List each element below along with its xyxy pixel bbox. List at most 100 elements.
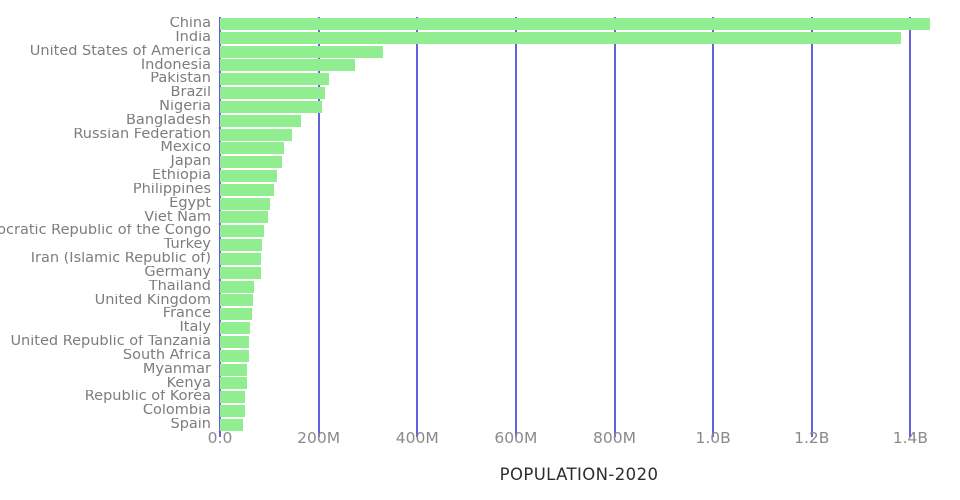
gridline <box>613 17 616 437</box>
category-label: Germany <box>144 265 211 280</box>
category-label: United Kingdom <box>94 293 211 308</box>
bar-row <box>220 86 938 100</box>
category-label: Republic of Korea <box>84 390 211 405</box>
bar-row <box>220 377 938 391</box>
bar-row <box>220 211 938 225</box>
category-label: Brazil <box>170 86 211 100</box>
y-axis-labels: China India United States of America Indone… <box>0 17 215 432</box>
category-label: Japan <box>170 155 211 170</box>
population-bar <box>220 87 325 100</box>
category-label: China <box>169 17 211 31</box>
category-label: United States of America <box>29 44 211 59</box>
x-tick-label: 400M <box>395 429 439 447</box>
x-tick-label: 600M <box>494 429 538 447</box>
bar-row <box>220 183 938 197</box>
bar-row <box>220 100 938 114</box>
bar-row <box>220 17 938 31</box>
category-label: Viet Nam <box>144 210 211 225</box>
population-bar <box>220 31 901 44</box>
bar-row <box>220 321 938 335</box>
category-label: Philippines <box>132 182 211 197</box>
bar-row <box>220 128 938 142</box>
category-label: South Africa <box>122 348 211 363</box>
population-bar <box>220 100 322 113</box>
category-label: United Republic of Tanzania <box>10 335 211 349</box>
x-axis-ticks: 0.0 200M 400M 600M 800M 1.0B 1.2B 1.4B <box>0 429 960 449</box>
population-bar <box>220 225 265 238</box>
category-label: Mexico <box>160 141 211 156</box>
x-tick-label: 1.2B <box>794 429 830 447</box>
gridline <box>416 17 419 437</box>
gridline <box>514 17 517 437</box>
population-bar <box>220 183 275 196</box>
population-bar <box>220 211 268 224</box>
population-bar <box>220 156 283 169</box>
category-label: Pakistan <box>150 72 211 87</box>
population-bar <box>220 377 247 390</box>
gridline <box>909 17 912 437</box>
population-bar <box>220 73 329 86</box>
category-label: Egypt <box>169 196 211 211</box>
population-bar <box>220 252 262 265</box>
population-bar <box>220 294 254 307</box>
population-bar <box>220 349 250 362</box>
population-bar <box>220 280 255 293</box>
population-bar <box>220 363 247 376</box>
x-axis-title: POPULATION-2020 <box>499 465 659 484</box>
category-label: France <box>162 307 211 322</box>
category-label: Colombia <box>142 404 211 419</box>
bar-row <box>220 404 938 418</box>
category-label: Nigeria <box>159 99 211 114</box>
bar-row <box>220 155 938 169</box>
population-bar <box>220 391 246 404</box>
bar-row <box>220 363 938 377</box>
population-bar <box>220 418 244 431</box>
population-bar <box>220 322 250 335</box>
bar-row <box>220 72 938 86</box>
category-label: Democratic Republic of the Congo <box>0 224 211 239</box>
category-label: Bangladesh <box>125 113 211 128</box>
bar-row <box>220 31 938 45</box>
category-label: Myanmar <box>142 362 211 377</box>
population-bar <box>220 266 262 279</box>
bar-row <box>220 280 938 294</box>
bar-row <box>220 169 938 183</box>
bar-row <box>220 45 938 59</box>
population-bar <box>220 59 355 72</box>
category-label: Turkey <box>163 238 211 253</box>
population-bar <box>220 45 384 58</box>
category-label: Russian Federation <box>73 127 211 142</box>
gridline <box>317 17 320 437</box>
category-label: Thailand <box>148 279 211 294</box>
bar-row <box>220 58 938 72</box>
gridline <box>810 17 813 437</box>
bar-row <box>220 294 938 308</box>
population-bar <box>220 239 262 252</box>
population-bar <box>220 142 284 155</box>
population-bar <box>220 405 246 418</box>
category-label: Spain <box>170 418 211 432</box>
bar-row <box>220 349 938 363</box>
plot-area <box>219 17 938 437</box>
population-bar <box>220 17 930 30</box>
x-tick-label: 200M <box>297 429 341 447</box>
bar-row <box>220 224 938 238</box>
x-tick-label: 0.0 <box>207 429 233 447</box>
bar-row <box>220 307 938 321</box>
bar-row <box>220 418 938 432</box>
gridline <box>712 17 715 437</box>
population-bar <box>220 308 253 321</box>
population-bar <box>220 128 292 141</box>
x-tick-label: 1.4B <box>892 429 929 447</box>
category-label: Iran (Islamic Republic of) <box>30 252 211 266</box>
population-bar <box>220 197 271 210</box>
category-label: Ethiopia <box>151 169 211 183</box>
category-label: Kenya <box>166 376 211 391</box>
population-bar <box>220 170 277 182</box>
x-tick-label: 1.0B <box>695 429 731 447</box>
population-bar <box>220 335 250 348</box>
category-label: Indonesia <box>140 58 211 73</box>
population-bar <box>220 114 302 127</box>
bar-row <box>220 266 938 280</box>
